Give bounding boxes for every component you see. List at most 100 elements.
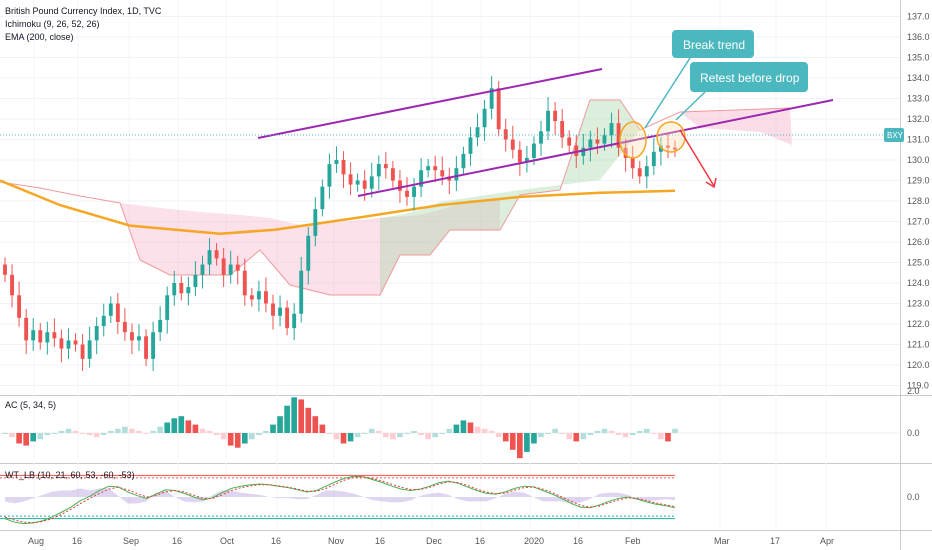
wt-legend[interactable]: WT_LB (10, 21, 60, 53, -60, -53) — [5, 470, 135, 480]
ac-bar — [587, 433, 594, 436]
price-tick-label: 137.0 — [907, 12, 930, 22]
ac-bar — [509, 433, 516, 450]
candle-body — [306, 235, 311, 271]
ac-bar — [340, 433, 347, 444]
ac-bar — [72, 430, 79, 433]
time-tick-label: 2020 — [524, 536, 544, 546]
price-tick-label: 121.0 — [907, 340, 930, 350]
candle-body — [454, 168, 459, 181]
candle-body — [264, 291, 268, 304]
candle-body — [419, 170, 424, 187]
ac-bar — [9, 433, 15, 438]
ac-bar — [2, 433, 8, 434]
candle-body — [299, 270, 304, 314]
ac-bar — [368, 428, 375, 433]
time-tick-label: Mar — [714, 536, 730, 546]
candle-body — [228, 264, 233, 275]
candle-body — [482, 108, 487, 128]
ac-legend[interactable]: AC (5, 34, 5) — [5, 400, 56, 410]
ac-bar — [157, 426, 163, 433]
ac-bar — [354, 433, 361, 438]
drop-arrow — [679, 129, 715, 187]
ac-bar — [291, 397, 297, 433]
candle-body — [285, 307, 290, 329]
candle-body — [609, 123, 614, 136]
break-trend-callout[interactable]: Break trend — [672, 30, 754, 58]
ac-bar — [467, 422, 474, 433]
time-tick-label: Nov — [328, 536, 345, 546]
candle-body — [271, 303, 275, 316]
candle-body — [186, 287, 191, 294]
ema-legend[interactable]: EMA (200, close) — [5, 32, 74, 42]
candle-body — [207, 250, 212, 265]
ac-bar — [277, 416, 283, 433]
candle-body — [17, 295, 22, 318]
wt-oscillator: 0.0 — [0, 474, 920, 525]
candle-body — [503, 129, 508, 140]
ac-bar — [531, 433, 537, 444]
candle-body — [193, 274, 198, 288]
price-tick-label: 130.0 — [907, 155, 930, 165]
ac-bar — [122, 426, 128, 433]
candle-body — [475, 127, 480, 138]
ac-bar — [545, 433, 551, 434]
price-tick-label: 132.0 — [907, 114, 930, 124]
ac-bar — [241, 433, 248, 444]
price-tick-label: 129.0 — [907, 176, 930, 186]
candle-body — [158, 319, 163, 333]
candle-body — [179, 283, 184, 294]
time-tick-label: 16 — [475, 536, 485, 546]
time-tick-label: 16 — [375, 536, 385, 546]
ac-bar — [93, 433, 100, 438]
ichimoku-legend[interactable]: Ichimoku (9, 26, 52, 26) — [5, 19, 100, 29]
ema-line — [0, 179, 676, 236]
price-tick-label: 126.0 — [907, 237, 930, 247]
time-tick-label: 16 — [271, 536, 281, 546]
candle-body — [38, 330, 43, 343]
retest-circle — [656, 121, 686, 153]
candle-body — [489, 88, 494, 109]
candle-body — [73, 340, 78, 345]
candle-body — [398, 180, 402, 191]
ac-bar — [636, 430, 643, 433]
candle-body — [637, 168, 642, 177]
ac-bar — [460, 420, 467, 433]
ac-bar — [185, 420, 192, 433]
candle-body — [567, 137, 572, 146]
candle-body — [517, 149, 522, 163]
ac-bar — [213, 433, 220, 436]
ac-bar — [566, 433, 573, 440]
ac-bar — [622, 433, 629, 438]
lower-trendline — [357, 99, 834, 197]
candle-body — [426, 166, 431, 171]
drop-arrow-head — [705, 177, 717, 189]
trend-channel — [0, 68, 900, 197]
main-pane[interactable] — [0, 0, 900, 395]
ac-bar — [559, 433, 565, 434]
wt2-line — [4, 476, 676, 524]
candle-body — [440, 170, 445, 177]
candle-body — [130, 332, 134, 341]
ac-bar — [107, 430, 114, 433]
ac-bar — [270, 424, 276, 433]
candle-body — [376, 164, 381, 177]
candle-body — [313, 209, 318, 236]
candle-body — [362, 180, 367, 189]
ac-bar — [263, 430, 269, 433]
price-tick-label: 127.0 — [907, 217, 930, 227]
candle-body — [108, 303, 113, 316]
ac-bar — [298, 399, 305, 433]
candle-body — [595, 139, 600, 144]
upper-trendline — [257, 68, 603, 139]
ac-bar — [129, 428, 135, 433]
ac-bar — [643, 428, 650, 433]
ac-bar — [383, 433, 389, 438]
retest-callout[interactable]: Retest before drop — [690, 62, 808, 92]
candle-body — [524, 157, 529, 163]
candle-body — [532, 143, 536, 158]
last-price-tag: BXY — [884, 128, 904, 142]
candle-body — [52, 332, 57, 339]
ac-bar — [495, 433, 502, 438]
price-tick-label: 135.0 — [907, 53, 930, 63]
